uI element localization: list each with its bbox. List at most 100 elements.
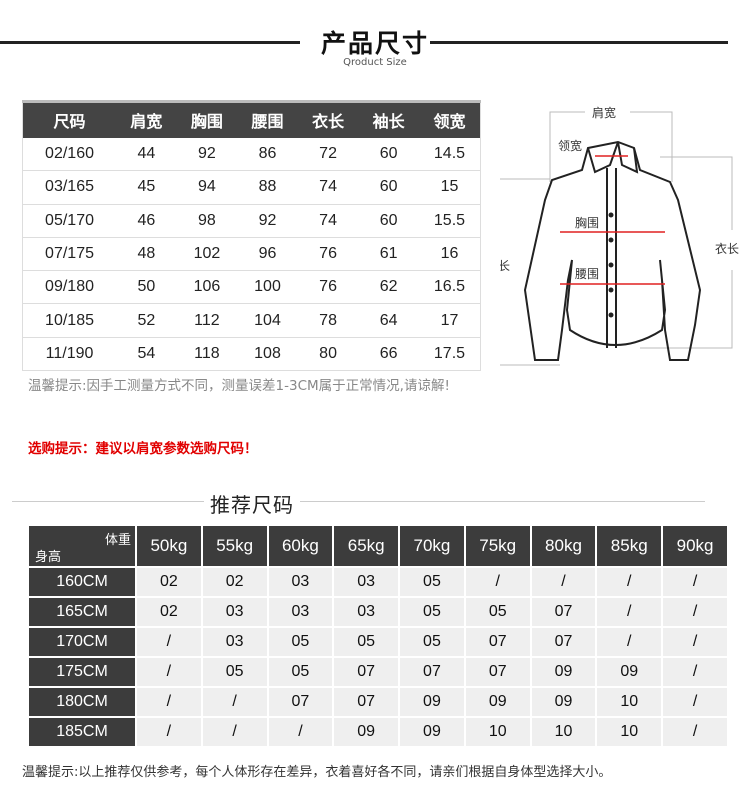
size-cell: 54 — [116, 337, 177, 372]
recommend-row: 175CM/05 05 07 07 07 09 09/ — [27, 656, 729, 688]
height-label: 身高 — [35, 549, 62, 564]
recommend-cell: 03 — [200, 626, 269, 658]
recommend-cell: 09 — [529, 686, 598, 718]
size-cell: 50 — [116, 270, 177, 305]
recommend-cell: 09 — [398, 686, 466, 718]
recommend-title: 推荐尺码 — [210, 493, 294, 517]
weight-header: 75kg — [463, 524, 532, 568]
weight-label: 体重 — [104, 532, 131, 547]
weight-header: 65kg — [332, 524, 401, 568]
recommend-row: 180CM //07 07 09 09 09 10/ — [27, 686, 729, 718]
size-cell: 45 — [116, 170, 177, 205]
page-subtitle: Qroduct Size — [343, 57, 407, 68]
recommend-cell: 05 — [398, 626, 466, 658]
size-cell: 100 — [237, 270, 298, 305]
size-cell: 46 — [116, 204, 177, 238]
recommend-cell: / — [200, 716, 269, 748]
recommend-cell: 09 — [332, 716, 401, 748]
weight-header: 90kg — [661, 524, 729, 568]
recommend-cell: / — [661, 626, 729, 658]
size-cell: 76 — [297, 237, 359, 272]
recommend-cell: 03 — [200, 596, 269, 628]
size-cell: 14.5 — [418, 137, 481, 172]
size-col-header: 领宽 — [418, 100, 481, 138]
measurement-note: 温馨提示:因手工测量方式不同，测量误差1-3CM属于正常情况,请谅解! — [28, 378, 450, 394]
size-cell: 09/180 — [22, 270, 117, 305]
recommend-row: 185CM / //09 09 10 10 10/ — [27, 716, 729, 748]
recommend-cell: 09 — [463, 686, 532, 718]
height-header: 180CM — [27, 686, 137, 718]
recommend-cell: / — [661, 716, 729, 748]
size-cell: 44 — [116, 137, 177, 172]
size-cell: 10/185 — [22, 303, 117, 338]
recommend-cell: 03 — [332, 566, 401, 598]
recommend-cell: / — [595, 596, 664, 628]
recommend-cell: 02 — [135, 566, 203, 598]
size-cell: 118 — [176, 337, 238, 372]
size-cell: 88 — [237, 170, 298, 205]
recommend-cell: 07 — [529, 626, 598, 658]
size-col-header: 尺码 — [22, 100, 117, 138]
size-cell: 48 — [116, 237, 177, 272]
label-length: 衣长 — [715, 241, 739, 256]
size-row: 05/170 46 98 92 74 60 15.5 — [22, 204, 481, 238]
recommend-cell: 10 — [595, 716, 664, 748]
recommend-cell: 10 — [529, 716, 598, 748]
recommend-cell: / — [266, 716, 335, 748]
size-cell: 60 — [358, 204, 419, 238]
size-row: 07/175 48 102 96 76 61 16 — [22, 237, 481, 272]
recommend-cell: 03 — [266, 566, 335, 598]
recommend-cell: / — [661, 656, 729, 688]
size-cell: 15.5 — [418, 204, 481, 238]
title-rule-left — [0, 41, 300, 44]
height-header: 165CM — [27, 596, 137, 628]
size-cell: 07/175 — [22, 237, 117, 272]
size-cell: 112 — [176, 303, 238, 338]
recommend-cell: 03 — [332, 596, 401, 628]
recommend-cell: 05 — [266, 656, 335, 688]
recommend-cell: / — [595, 566, 664, 598]
recommend-cell: 07 — [463, 626, 532, 658]
size-row: 10/185 52 112 104 78 64 17 — [22, 303, 481, 338]
recommend-cell: 05 — [266, 626, 335, 658]
label-collar: 领宽 — [558, 138, 582, 153]
size-cell: 02/160 — [22, 137, 117, 172]
recommend-cell: 07 — [529, 596, 598, 628]
size-cell: 11/190 — [22, 337, 117, 372]
size-col-header: 袖长 — [358, 100, 419, 138]
shirt-diagram: 肩宽 领宽 胸围 腰围 袖长 衣长 — [500, 105, 739, 366]
size-cell: 16 — [418, 237, 481, 272]
size-cell: 62 — [358, 270, 419, 305]
size-cell: 96 — [237, 237, 298, 272]
recommend-cell: / — [135, 716, 203, 748]
purchase-tip: 选购提示：建议以肩宽参数选购尺码！ — [28, 441, 258, 457]
weight-header: 70kg — [398, 524, 466, 568]
size-cell: 60 — [358, 137, 419, 172]
recommend-cell: 05 — [332, 626, 401, 658]
size-row: 03/165 45 94 88 74 60 15 — [22, 170, 481, 205]
size-cell: 94 — [176, 170, 238, 205]
size-cell: 92 — [176, 137, 238, 172]
recommend-cell: / — [135, 656, 203, 688]
recommend-cell: 10 — [463, 716, 532, 748]
label-chest: 胸围 — [575, 215, 599, 230]
size-cell: 98 — [176, 204, 238, 238]
size-cell: 64 — [358, 303, 419, 338]
recommend-cell: 07 — [398, 656, 466, 688]
size-table: 尺码 肩宽 胸围 腰围 衣长 袖长 领宽 02/160 44 92 86 72 60 14.5 03/16… — [22, 100, 481, 372]
size-cell: 86 — [237, 137, 298, 172]
height-header: 160CM — [27, 566, 137, 598]
recommend-cell: 07 — [332, 686, 401, 718]
recommend-cell: 05 — [398, 566, 466, 598]
size-row: 09/180 50 106 100 76 62 16.5 — [22, 270, 481, 305]
recommend-cell: / — [135, 686, 203, 718]
label-waist: 腰围 — [575, 267, 599, 281]
size-cell: 92 — [237, 204, 298, 238]
size-cell: 102 — [176, 237, 238, 272]
size-col-header: 胸围 — [176, 100, 238, 138]
height-header: 170CM — [27, 626, 137, 658]
size-col-header: 衣长 — [297, 100, 359, 138]
recommend-cell: / — [463, 566, 532, 598]
height-header: 175CM — [27, 656, 137, 688]
recommend-cell: 02 — [200, 566, 269, 598]
